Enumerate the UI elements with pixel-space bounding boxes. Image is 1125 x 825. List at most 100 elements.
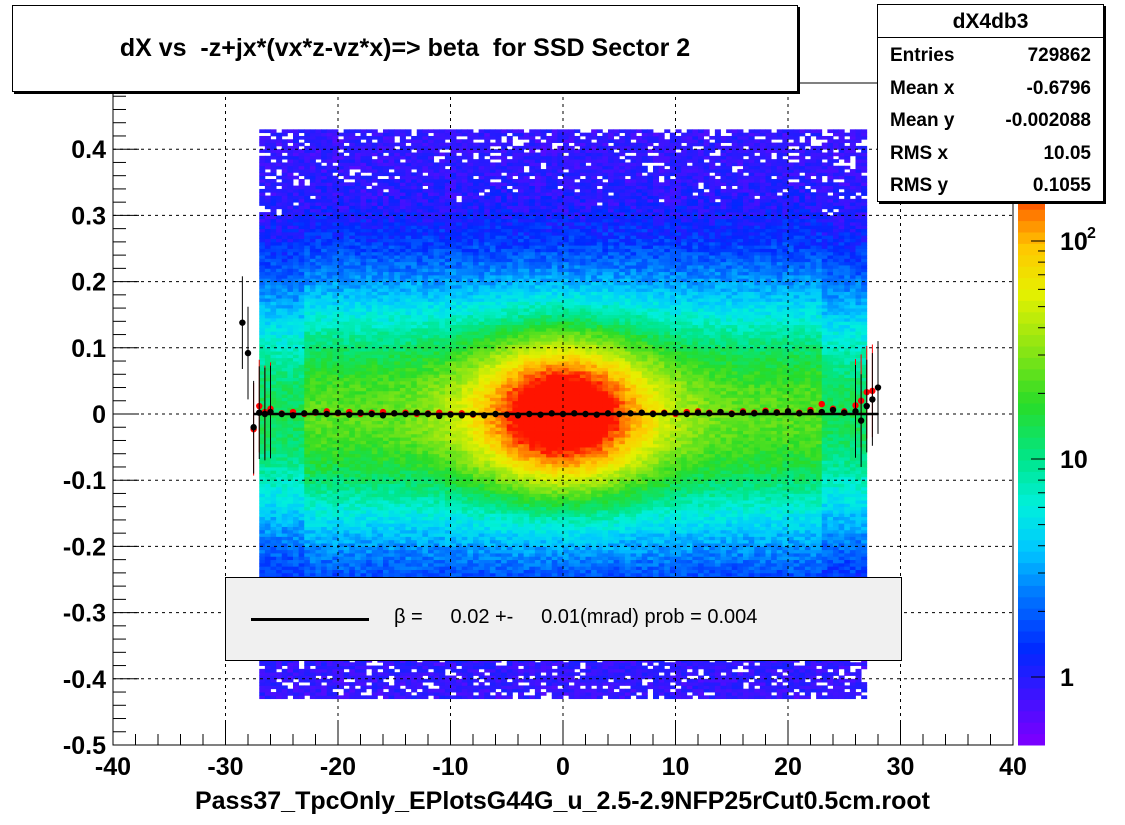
stats-value: 10.05	[1043, 142, 1091, 164]
black-profile-point	[239, 319, 246, 326]
stats-label: Entries	[890, 45, 955, 66]
color-scale-swatch	[1018, 209, 1045, 222]
color-scale-swatch	[1018, 380, 1045, 393]
color-scale-swatch	[1018, 289, 1045, 301]
color-scale-swatch	[1018, 311, 1045, 324]
color-scale-swatch	[1018, 266, 1045, 279]
x-tick-label: 30	[887, 753, 915, 781]
color-scale-swatch	[1018, 391, 1045, 404]
color-scale-swatch	[1018, 448, 1045, 461]
color-scale-swatch	[1018, 254, 1045, 267]
color-scale-swatch	[1018, 596, 1045, 609]
color-scale-swatch	[1018, 471, 1045, 484]
x-tick-label: -20	[320, 753, 356, 781]
stats-label: RMS x	[890, 142, 949, 164]
stats-value: -0.002088	[1005, 110, 1091, 131]
black-profile-point	[863, 402, 870, 410]
color-scale-swatch	[1018, 300, 1045, 313]
black-profile-point	[857, 417, 865, 424]
y-tick-label: -0.1	[63, 467, 106, 495]
profile-points	[239, 276, 882, 476]
stats-histogram-name: dX4db3	[878, 5, 1103, 38]
black-profile-point	[250, 424, 257, 431]
stats-label: RMS y	[890, 175, 949, 196]
color-scale-swatch	[1018, 517, 1045, 529]
stats-value: -0.6796	[1026, 77, 1091, 99]
color-scale-swatch	[1018, 220, 1045, 233]
color-scale-swatch	[1018, 551, 1045, 564]
color-scale-swatch	[1018, 619, 1045, 632]
color-scale-label: 10	[1060, 446, 1088, 474]
color-scale-swatch	[1018, 528, 1045, 541]
color-scale-swatch	[1018, 437, 1045, 450]
y-tick-label: 0	[92, 401, 106, 429]
x-tick-label: 40	[999, 753, 1027, 781]
color-scale-swatch	[1018, 357, 1045, 370]
black-profile-point	[829, 406, 837, 414]
legend-entry-text: β = 0.02 +- 0.01(mrad) prob = 0.004	[394, 606, 758, 628]
y-tick-label: 0.4	[71, 136, 106, 164]
black-profile-point	[244, 349, 252, 357]
heatmap-cells	[259, 129, 868, 700]
color-scale-label-exponent: 2	[1087, 225, 1096, 242]
color-scale-swatch	[1018, 642, 1045, 655]
stats-label: Mean y	[890, 110, 955, 131]
color-scale-label: 10	[1060, 228, 1088, 256]
color-scale-swatch	[1018, 414, 1045, 427]
y-tick-label: -0.4	[63, 666, 106, 694]
color-scale-swatch	[1018, 608, 1045, 621]
x-tick-label: -30	[207, 753, 243, 781]
color-scale-swatch	[1018, 494, 1045, 507]
color-scale-swatch	[1018, 334, 1045, 347]
color-scale-swatch	[1018, 505, 1045, 518]
color-scale-swatch	[1018, 368, 1045, 381]
color-scale-label: 1	[1060, 664, 1074, 692]
red-profile-point	[818, 400, 825, 408]
x-tick-label: 20	[774, 753, 802, 781]
stats-row-mean-x: Mean x -0.6796	[878, 71, 1103, 104]
stats-value: 729862	[1027, 45, 1091, 66]
fit-legend: β = 0.02 +- 0.01(mrad) prob = 0.004	[225, 577, 902, 661]
y-tick-label: -0.5	[63, 732, 106, 760]
color-scale-swatch	[1018, 653, 1045, 666]
color-scale-swatch	[1018, 688, 1045, 700]
chart-title: dX vs -z+jx*(vx*z-vz*x)=> beta for SSD S…	[12, 5, 798, 92]
x-tick-label: 10	[662, 753, 690, 781]
color-scale-swatch	[1018, 699, 1045, 712]
color-scale-swatch	[1018, 710, 1045, 723]
stats-row-mean-y: Mean y -0.002088	[878, 103, 1103, 136]
legend-line-swatch	[251, 618, 369, 621]
stats-row-rms-x: RMS x 10.05	[878, 136, 1103, 169]
x-tick-label: 0	[556, 753, 570, 781]
axes: -40 -30 -20 -10 0 10 20 30 40 -0.5 -0.4 -0.3 -0.2 -0.…	[63, 82, 1027, 781]
color-scale-swatch	[1018, 460, 1045, 472]
color-scale-swatch	[1018, 733, 1045, 746]
color-scale-swatch	[1018, 243, 1045, 256]
color-scale-swatch	[1018, 562, 1045, 575]
color-scale-swatch	[1018, 631, 1045, 643]
y-tick-label: 0.1	[71, 335, 106, 363]
y-tick-label: 0.3	[71, 202, 106, 230]
stats-row-rms-y: RMS y 0.1055	[878, 168, 1103, 201]
color-scale-swatch	[1018, 277, 1045, 290]
color-scale-swatch	[1018, 232, 1045, 244]
color-scale-swatch	[1018, 482, 1045, 495]
x-tick-label: -10	[432, 753, 468, 781]
color-scale-swatch	[1018, 539, 1045, 552]
stats-box: dX4db3 Entries 729862 Mean x -0.6796 Mea…	[877, 4, 1104, 202]
color-scale-swatch	[1018, 197, 1045, 210]
color-scale-swatch	[1018, 346, 1045, 358]
black-profile-point	[874, 384, 882, 391]
color-scale-swatch	[1018, 403, 1045, 415]
color-scale-swatch	[1018, 665, 1045, 678]
color-scale-swatch	[1018, 722, 1045, 735]
stats-label: Mean x	[890, 77, 955, 99]
color-scale-swatch	[1018, 676, 1045, 689]
color-scale-swatch	[1018, 323, 1045, 336]
y-tick-label: -0.3	[63, 600, 106, 628]
color-scale-swatch	[1018, 425, 1045, 438]
stats-value: 0.1055	[1032, 175, 1091, 196]
x-tick-label: -40	[95, 753, 131, 781]
stats-row-entries: Entries 729862	[878, 38, 1103, 71]
